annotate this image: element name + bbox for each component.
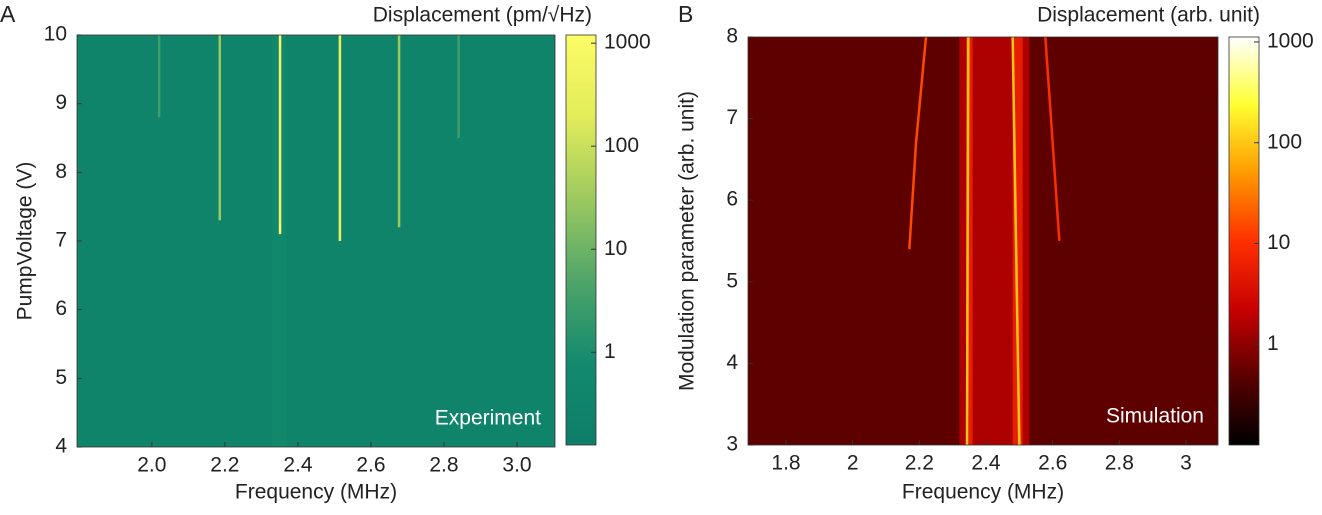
y-tick-label: 9 [55, 91, 67, 114]
heatmap-background [77, 35, 555, 447]
y-axis-label: PumpVoltage (V) [14, 162, 37, 321]
x-tick-label: 2.8 [1105, 452, 1134, 475]
heatmap-band [1012, 37, 1023, 445]
y-tick-label: 3 [726, 433, 738, 456]
heatmap-content [157, 35, 460, 447]
plot-frame [76, 34, 556, 448]
resonance-trace [965, 37, 970, 445]
x-axis-label: Frequency (MHz) [235, 481, 397, 504]
y-tick-label: 6 [55, 297, 67, 320]
heatmap-band [272, 35, 287, 447]
colorbar [1228, 36, 1260, 446]
panel-label: B [678, 1, 693, 27]
annotation: Simulation [1106, 405, 1204, 428]
colorbar-tick-label: 10 [604, 237, 627, 260]
x-tick-label: 2.4 [283, 454, 313, 477]
resonance-trace [1044, 37, 1061, 242]
colorbar-tick-label: 1000 [604, 31, 651, 54]
colorbar-tick-label: 100 [1267, 130, 1302, 153]
y-tick-label: 5 [726, 269, 738, 292]
y-tick-label: 5 [55, 366, 67, 389]
x-tick-label: 2.4 [971, 452, 1001, 475]
resonance-trace [908, 37, 928, 250]
x-axis-label: Frequency (MHz) [902, 481, 1064, 504]
colorbar-tick-label: 10 [1267, 231, 1290, 254]
y-tick-label: 8 [55, 160, 67, 183]
annotation: Experiment [435, 407, 541, 430]
x-tick-label: 2 [847, 452, 859, 475]
y-tick-label: 10 [44, 23, 67, 46]
panel-label: A [0, 1, 16, 27]
heatmap-content [908, 37, 1061, 445]
colorbar-tick-label: 1000 [1267, 30, 1314, 53]
x-tick-label: 3.0 [502, 454, 531, 477]
x-tick-label: 2.6 [1038, 452, 1067, 475]
x-tick-label: 1.8 [771, 452, 800, 475]
y-tick-label: 6 [726, 188, 738, 211]
colorbar [565, 34, 597, 446]
heatmap-band [966, 37, 973, 445]
y-tick-label: 4 [726, 351, 738, 374]
colorbar-title: Displacement (arb. unit) [1037, 4, 1260, 27]
x-tick-label: 2.2 [210, 454, 239, 477]
y-tick-label: 7 [726, 106, 738, 129]
resonance-trace [1011, 37, 1021, 445]
x-tick-label: 3 [1180, 452, 1192, 475]
x-tick-label: 2.6 [356, 454, 385, 477]
colorbar-tick-label: 1 [1267, 332, 1279, 355]
y-tick-label: 4 [55, 435, 67, 458]
y-tick-label: 8 [726, 25, 738, 48]
x-tick-label: 2.0 [137, 454, 166, 477]
x-tick-label: 2.2 [905, 452, 934, 475]
y-axis-label: Modulation parameter (arb. unit) [676, 91, 699, 391]
colorbar-title: Displacement (pm/√Hz) [373, 4, 592, 27]
colorbar-tick-label: 100 [604, 134, 639, 157]
plot-frame [747, 36, 1219, 446]
x-tick-label: 2.8 [429, 454, 458, 477]
colorbar-tick-label: 1 [604, 340, 616, 363]
y-tick-label: 7 [55, 229, 67, 252]
